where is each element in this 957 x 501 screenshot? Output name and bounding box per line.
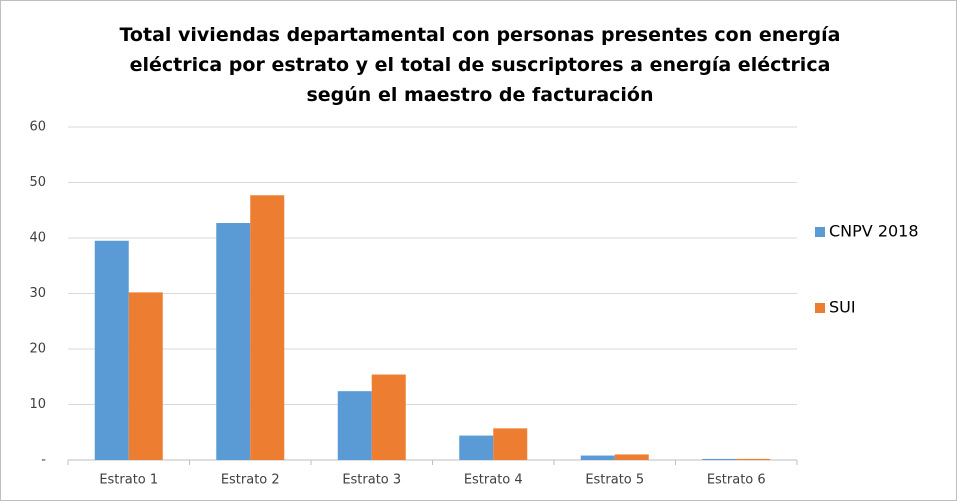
bar bbox=[337, 391, 372, 460]
bar bbox=[614, 454, 649, 460]
bar bbox=[493, 428, 528, 460]
bar bbox=[580, 455, 615, 460]
y-tick-label: 30 bbox=[29, 286, 46, 301]
x-tick-label: Estrato 4 bbox=[464, 473, 523, 488]
y-tick-label: 50 bbox=[29, 175, 46, 190]
legend-label: CNPV 2018 bbox=[829, 222, 919, 241]
y-tick-label: 40 bbox=[29, 231, 46, 246]
bar bbox=[736, 458, 771, 460]
x-tick-label: Estrato 2 bbox=[221, 473, 280, 488]
y-tick-label: 60 bbox=[29, 120, 46, 135]
x-tick-label: Estrato 1 bbox=[99, 473, 158, 488]
x-tick-label: Estrato 5 bbox=[585, 473, 644, 488]
legend-label: SUI bbox=[829, 298, 856, 317]
bar bbox=[128, 292, 163, 460]
y-tick-label: 10 bbox=[29, 397, 46, 412]
bar bbox=[702, 458, 737, 460]
chart-title: Total viviendas departamental con person… bbox=[119, 24, 841, 106]
legend-swatch bbox=[815, 227, 825, 237]
x-tick-label: Estrato 3 bbox=[342, 473, 401, 488]
y-tick-label: - bbox=[41, 453, 46, 468]
bar bbox=[371, 374, 406, 460]
bar bbox=[216, 223, 251, 460]
bar bbox=[250, 195, 285, 460]
y-tick-label: 20 bbox=[29, 342, 46, 357]
x-tick-label: Estrato 6 bbox=[707, 473, 766, 488]
bar bbox=[94, 240, 129, 460]
bar bbox=[459, 435, 494, 460]
legend-swatch bbox=[815, 303, 825, 313]
